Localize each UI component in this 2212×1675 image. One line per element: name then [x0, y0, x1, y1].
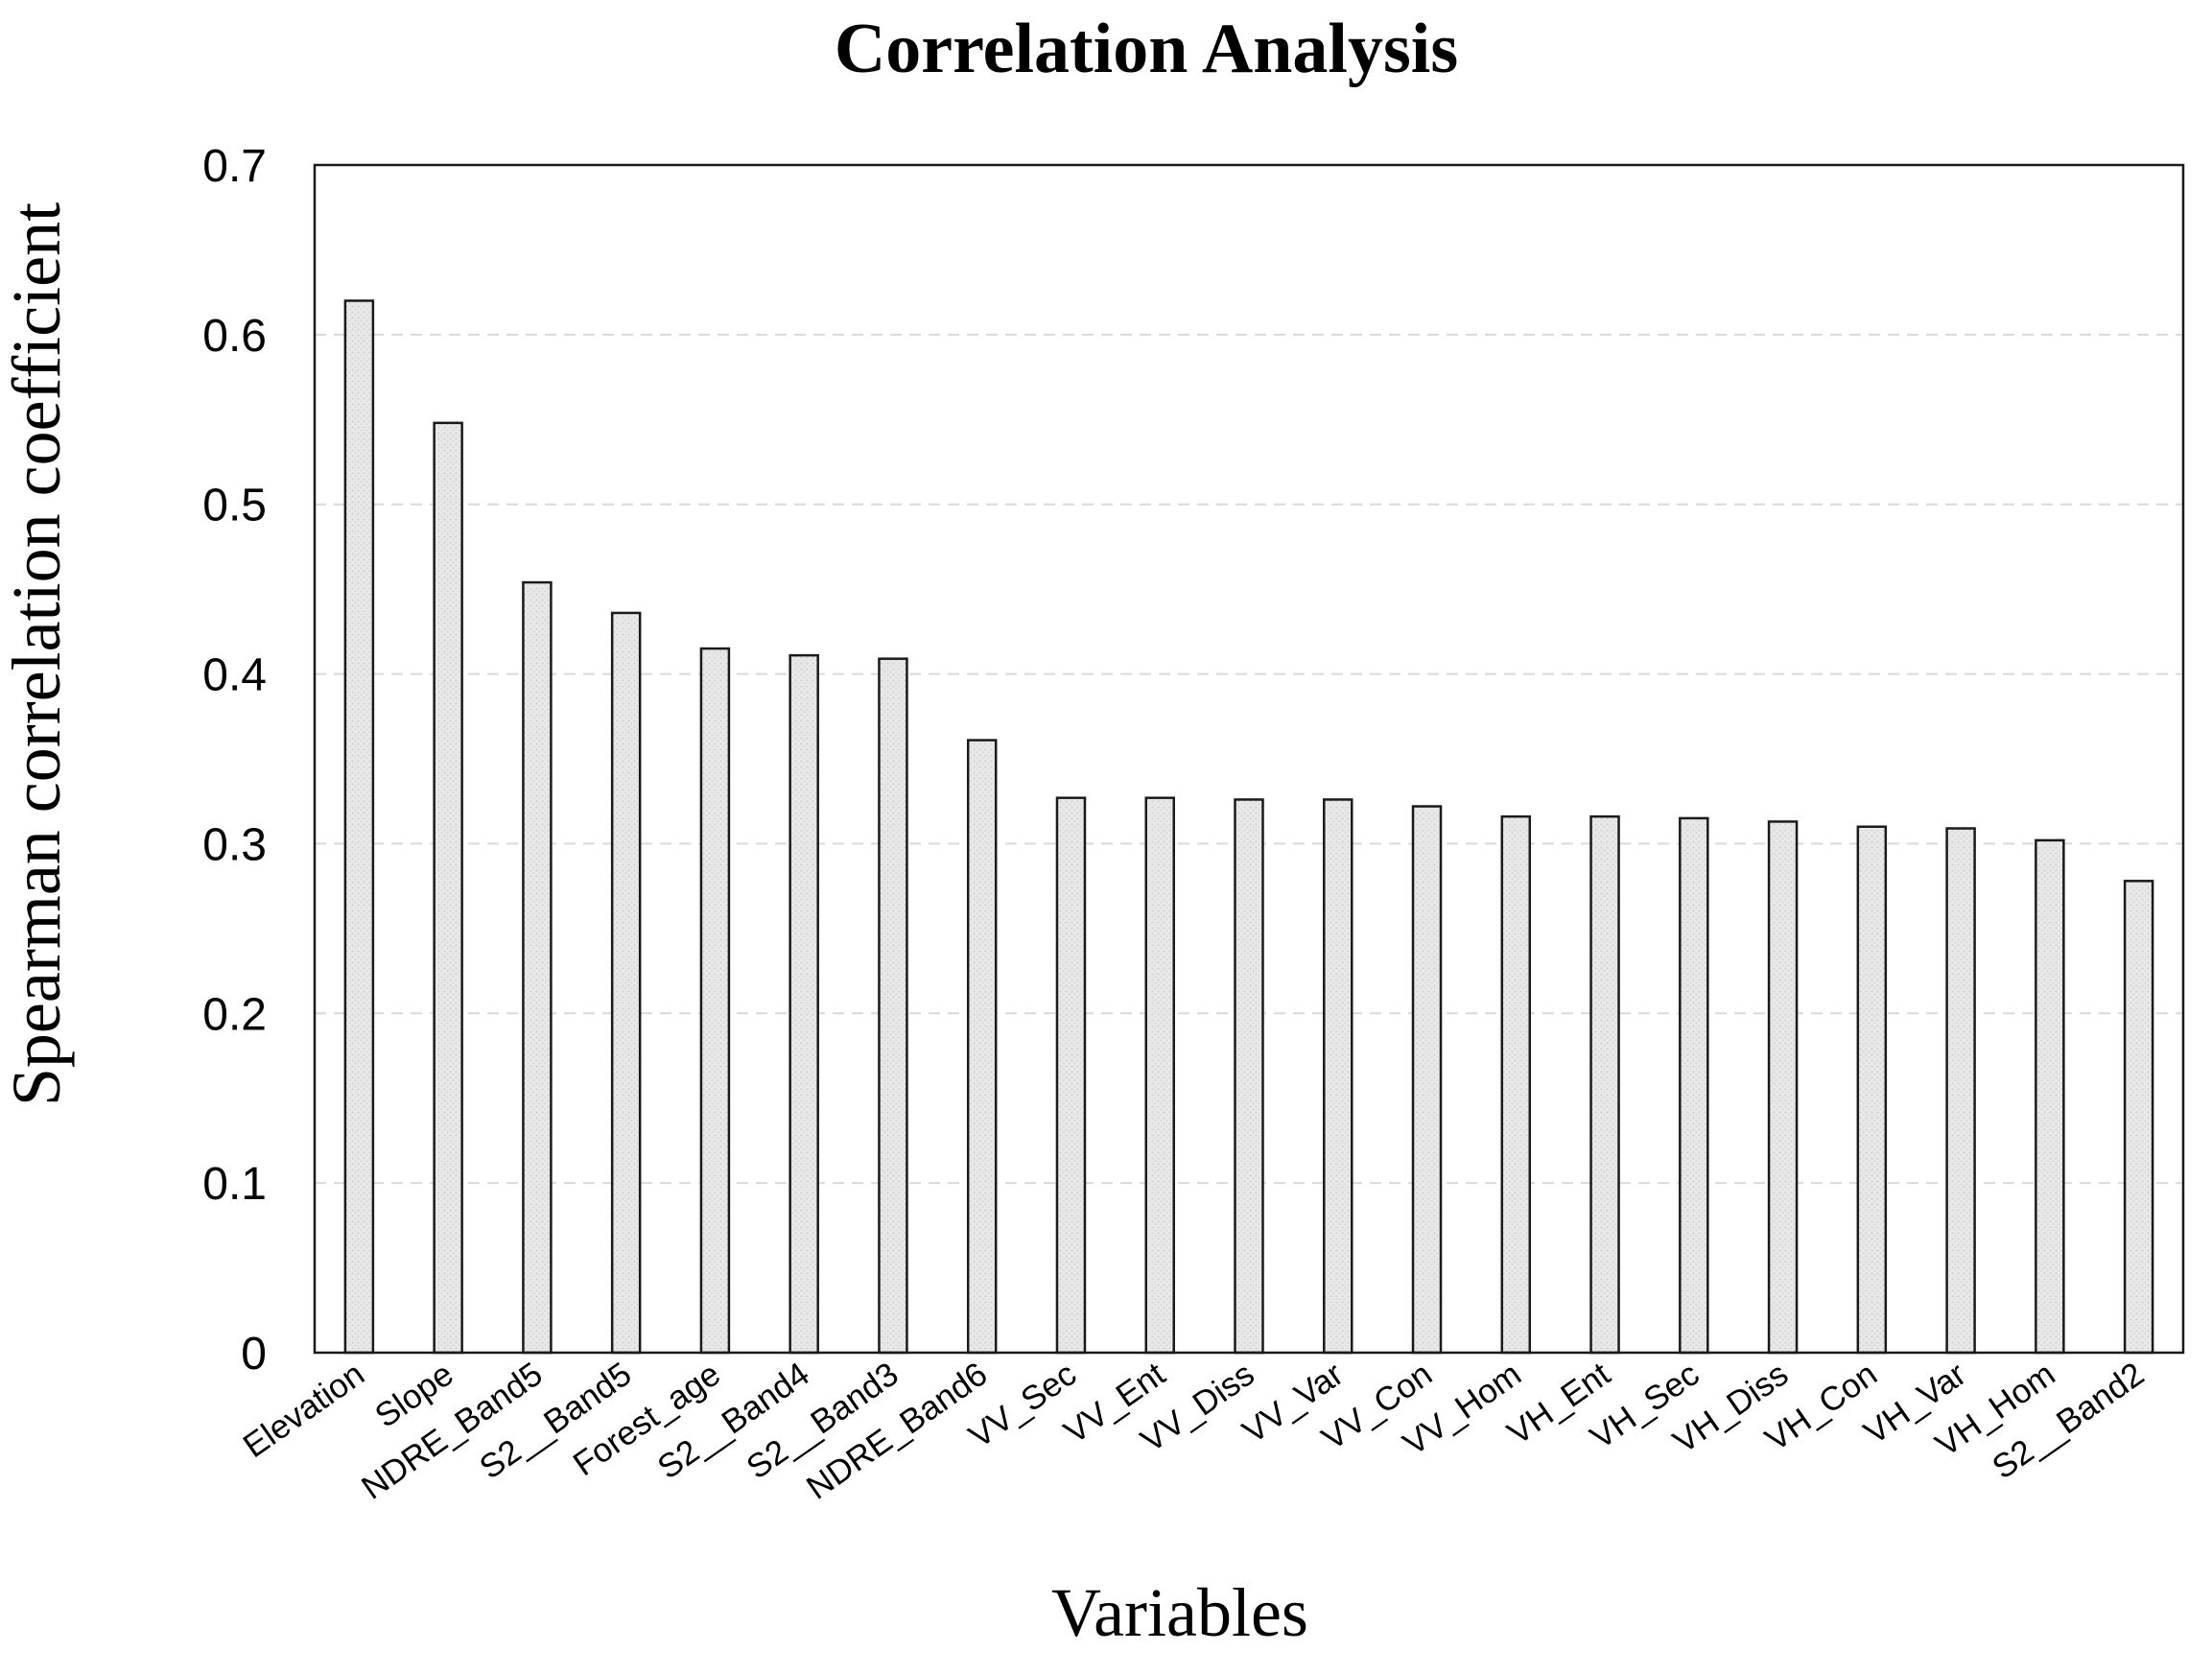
x-axis-ticks: ElevationSlopeNDRE_Band5S2__Band5Forest_…	[237, 1355, 2152, 1506]
bar-ndre-band5	[522, 580, 553, 1355]
y-tick-label: 0.4	[202, 650, 267, 701]
y-tick-label: 0.1	[202, 1159, 267, 1210]
bar-forest-age	[699, 647, 731, 1355]
bar-slope	[433, 421, 463, 1355]
bar-s2-band3	[878, 657, 908, 1355]
bar-vv-ent	[1144, 796, 1175, 1355]
y-tick-label: 0.7	[202, 141, 267, 192]
plot-frame	[313, 163, 2185, 1355]
bar-vv-sec	[1055, 796, 1087, 1355]
y-tick-label: 0.3	[202, 819, 267, 870]
y-axis-title: Spearman correlation coefficient	[0, 202, 75, 1106]
bar-vv-con	[1411, 805, 1443, 1355]
bar-vh-ent	[1589, 814, 1620, 1355]
y-tick-label: 0.5	[202, 481, 267, 531]
y-axis-ticks: 0 0.1 0.2 0.3 0.4 0.5 0.6 0.7	[202, 141, 267, 1380]
bar-vv-hom	[1500, 814, 1532, 1355]
bar-s2-band2	[2123, 880, 2154, 1355]
bar-s2-band4	[788, 653, 819, 1355]
x-axis-title: Variables	[1051, 1574, 1308, 1651]
bars	[343, 299, 2154, 1355]
bar-vh-con	[1856, 825, 1888, 1355]
bar-vv-diss	[1234, 798, 1264, 1355]
bar-s2-band5	[610, 611, 642, 1355]
bar-vv-var	[1323, 798, 1353, 1355]
y-tick-label: 0.2	[202, 989, 267, 1040]
bar-elevation	[343, 299, 375, 1355]
y-tick-label: 0	[241, 1329, 267, 1380]
bar-ndre-band6	[966, 739, 998, 1355]
bar-vh-diss	[1767, 820, 1799, 1355]
bar-vh-hom	[2035, 838, 2065, 1355]
bar-vh-var	[1945, 827, 1976, 1355]
y-tick-label: 0.6	[202, 311, 267, 362]
chart-title: Correlation Analysis	[835, 10, 1458, 88]
bar-vh-sec	[1679, 816, 1709, 1355]
